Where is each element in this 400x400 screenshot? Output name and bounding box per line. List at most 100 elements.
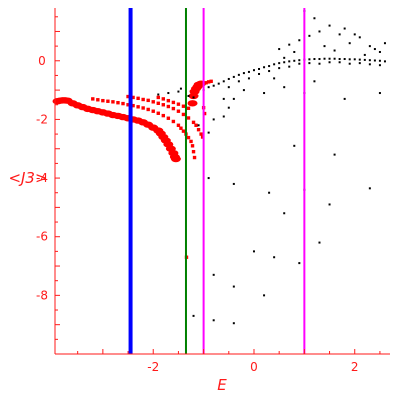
data-point: [368, 59, 371, 62]
data-point: [192, 155, 197, 160]
data-point: [293, 59, 296, 62]
data-point: [206, 80, 211, 84]
data-point: [318, 30, 321, 33]
data-point: [378, 64, 381, 67]
data-point: [242, 72, 245, 75]
data-point: [313, 80, 316, 83]
data-point: [343, 58, 346, 61]
data-point: [273, 77, 276, 80]
data-point: [192, 96, 195, 99]
data-point: [268, 65, 271, 68]
data-point: [298, 262, 301, 265]
data-point: [252, 69, 255, 72]
data-point: [170, 155, 181, 163]
data-point: [318, 241, 321, 244]
data-point: [116, 101, 120, 105]
y-axis-title: <J3>: [8, 169, 47, 187]
data-point: [273, 256, 276, 259]
data-point: [151, 109, 155, 113]
data-point: [141, 97, 145, 102]
data-point: [348, 42, 351, 45]
data-point: [323, 45, 326, 48]
data-point: [176, 102, 181, 106]
data-point: [278, 67, 281, 70]
data-point: [146, 98, 150, 103]
data-point: [242, 89, 245, 92]
data-point: [171, 100, 176, 105]
data-point: [328, 61, 331, 64]
data-point: [222, 80, 225, 83]
data-point: [343, 97, 346, 100]
data-point: [368, 63, 371, 66]
data-point: [136, 96, 140, 101]
data-point: [328, 57, 331, 60]
data-point: [209, 79, 213, 84]
data-point: [111, 100, 115, 104]
data-point: [333, 153, 336, 156]
data-point: [187, 100, 198, 107]
data-point: [136, 105, 140, 109]
data-point: [207, 177, 210, 180]
data-point: [298, 59, 301, 62]
data-point: [353, 33, 356, 36]
data-point: [161, 103, 166, 107]
data-point: [373, 48, 376, 51]
data-point: [196, 127, 201, 132]
data-point: [167, 92, 170, 95]
y-tick-label: -2: [36, 112, 48, 126]
data-point: [199, 132, 203, 136]
data-point: [273, 63, 276, 66]
data-point: [313, 58, 316, 61]
data-point: [323, 57, 326, 60]
x-tick-label: 2: [351, 360, 359, 374]
data-point: [252, 250, 255, 253]
data-point: [166, 104, 171, 109]
data-point: [258, 67, 261, 70]
data-point: [191, 120, 196, 125]
data-point: [207, 131, 210, 134]
data-point: [227, 86, 230, 89]
data-point: [212, 319, 215, 322]
data-point: [313, 17, 316, 20]
data-point: [126, 94, 130, 99]
data-point: [293, 144, 296, 147]
data-point: [202, 111, 207, 116]
data-point: [96, 98, 100, 102]
data-point: [278, 48, 281, 51]
data-point: [212, 84, 215, 87]
data-point: [204, 81, 208, 85]
data-point: [353, 58, 356, 61]
data-point: [378, 92, 381, 95]
data-point: [232, 97, 235, 100]
data-point: [288, 65, 291, 68]
data-point: [383, 42, 386, 45]
data-point: [161, 97, 166, 101]
data-point: [283, 56, 286, 59]
data-point: [146, 107, 150, 112]
data-point: [189, 139, 193, 144]
data-point: [308, 34, 311, 37]
data-point: [348, 62, 351, 65]
data-point: [343, 27, 346, 30]
data-point: [212, 273, 215, 276]
data-point: [378, 50, 381, 53]
data-point: [186, 135, 191, 140]
data-point: [368, 187, 371, 190]
data-point: [237, 73, 240, 76]
x-axis-title: E: [217, 376, 227, 394]
data-point: [181, 104, 186, 108]
data-point: [222, 97, 225, 100]
data-point: [358, 58, 361, 61]
data-point: [186, 116, 191, 120]
data-point: [308, 62, 311, 65]
data-point: [157, 93, 160, 96]
data-point: [328, 24, 331, 27]
data-point: [268, 191, 271, 194]
data-point: [338, 58, 341, 61]
data-point: [247, 70, 250, 73]
axis-ticks: -2 0 2 0 -2 -4 -6 -8: [36, 16, 381, 374]
data-point: [232, 75, 235, 78]
data-point: [333, 57, 336, 60]
data-point: [212, 118, 215, 121]
